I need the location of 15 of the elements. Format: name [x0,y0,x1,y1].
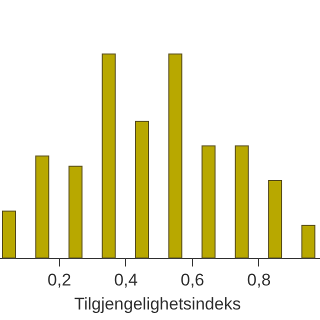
x-tick-label: 0,8 [247,270,271,290]
bar [268,180,282,258]
bar [301,224,316,258]
bar [2,210,16,258]
bar [168,54,182,258]
x-axis-title: Tilgjengelighetsindeks [74,294,241,314]
x-tick-label: 0,4 [114,270,138,290]
x-tick-label: 0,6 [180,270,204,290]
bar [35,156,50,258]
bar [135,120,150,258]
bar [102,54,116,258]
bar [68,166,83,258]
bar [234,145,249,258]
bar [202,145,216,258]
x-tick-label: 0,2 [48,270,72,290]
